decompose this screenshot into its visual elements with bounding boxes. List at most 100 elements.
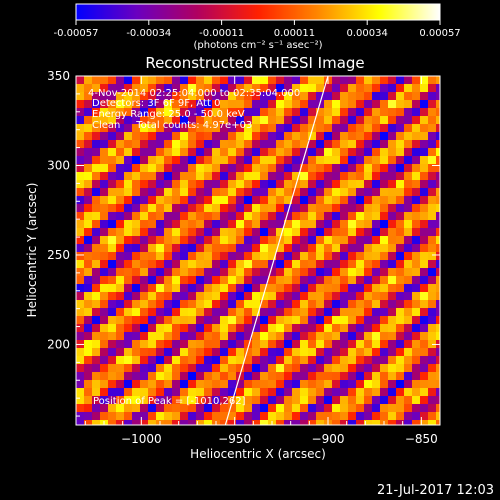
heatmap-cell [92,76,100,84]
heatmap-cell [308,188,316,196]
heatmap-cell [276,172,284,180]
heatmap-cell [124,164,132,172]
heatmap-cell [204,396,212,404]
heatmap-cell [92,340,100,348]
heatmap-cell [220,212,228,220]
heatmap-cell [156,172,164,180]
heatmap-cell [100,356,108,364]
heatmap-cell [108,84,116,92]
heatmap-cell [204,332,212,340]
heatmap-cell [260,76,268,84]
heatmap-cell [316,140,324,148]
heatmap-cell [116,196,124,204]
heatmap-cell [356,420,364,425]
heatmap-cell [260,148,268,156]
heatmap-cell [116,388,124,396]
heatmap-cell [268,212,276,220]
heatmap-cell [180,188,188,196]
heatmap-cell [396,388,404,396]
heatmap-cell [76,92,84,100]
heatmap-cell [412,388,420,396]
heatmap-cell [260,228,268,236]
heatmap-cell [188,156,196,164]
heatmap-cell [140,196,148,204]
heatmap-cell [164,100,172,108]
heatmap-cell [356,188,364,196]
heatmap-cell [420,164,428,172]
heatmap-cell [380,132,388,140]
heatmap-cell [180,148,188,156]
heatmap-cell [116,356,124,364]
heatmap-cell [204,308,212,316]
heatmap-cell [252,148,260,156]
heatmap-cell [356,308,364,316]
heatmap-cell [124,196,132,204]
heatmap-cell [260,324,268,332]
heatmap-cell [92,372,100,380]
heatmap-cell [268,156,276,164]
heatmap-cell [428,228,436,236]
heatmap-cell [388,388,396,396]
heatmap-cell [268,284,276,292]
heatmap-cell [356,356,364,364]
colorbar-tick-label: -0.00034 [126,28,171,39]
heatmap-cell [300,380,308,388]
heatmap-cell [156,156,164,164]
heatmap-cell [340,276,348,284]
heatmap-cell [252,324,260,332]
heatmap-cell [188,372,196,380]
heatmap-cell [100,396,108,404]
heatmap-cell [428,116,436,124]
heatmap-cell [332,100,340,108]
heatmap-cell [372,340,380,348]
heatmap-cell [276,396,284,404]
heatmap-cell [428,84,436,92]
heatmap-cell [180,284,188,292]
heatmap-cell [220,268,228,276]
heatmap-cell [412,108,420,116]
heatmap-cell [428,316,436,324]
heatmap-cell [100,220,108,228]
heatmap-cell [380,404,388,412]
heatmap-cell [244,108,252,116]
heatmap-cell [396,252,404,260]
heatmap-cell [92,92,100,100]
heatmap-cell [340,380,348,388]
heatmap-cell [92,212,100,220]
heatmap-cell [364,140,372,148]
heatmap-cell [236,156,244,164]
heatmap-cell [180,372,188,380]
heatmap-cell [380,100,388,108]
heatmap-cell [268,324,276,332]
heatmap-cell [244,396,252,404]
heatmap-cell [388,340,396,348]
heatmap-cell [372,236,380,244]
heatmap-cell [220,164,228,172]
heatmap-cell [284,380,292,388]
heatmap-cell [412,196,420,204]
heatmap-cell [124,228,132,236]
heatmap-cell [220,132,228,140]
heatmap-cell [172,92,180,100]
heatmap-cell [324,396,332,404]
heatmap-cell [252,116,260,124]
heatmap-cell [420,324,428,332]
heatmap-cell [316,188,324,196]
heatmap-cell [380,196,388,204]
heatmap-cell [92,172,100,180]
heatmap-cell [228,300,236,308]
heatmap-cell [220,92,228,100]
heatmap-cell [252,348,260,356]
heatmap-cell [228,140,236,148]
heatmap-cell [356,348,364,356]
heatmap-cell [260,412,268,420]
heatmap-cell [164,348,172,356]
heatmap-cell [172,156,180,164]
heatmap-cell [84,372,92,380]
heatmap-cell [84,388,92,396]
heatmap-cell [212,228,220,236]
heatmap-cell [100,380,108,388]
heatmap-cell [188,124,196,132]
heatmap-cell [236,212,244,220]
heatmap-cell [76,148,84,156]
